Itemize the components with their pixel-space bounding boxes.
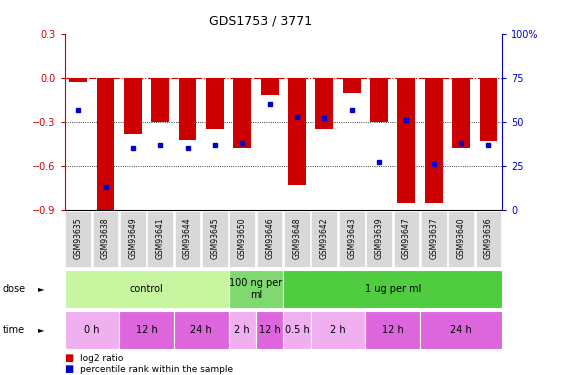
Text: GSM93638: GSM93638: [101, 217, 110, 259]
Bar: [370, 78, 388, 122]
FancyBboxPatch shape: [256, 311, 283, 349]
Text: GSM93639: GSM93639: [375, 217, 384, 259]
FancyBboxPatch shape: [421, 211, 447, 267]
FancyBboxPatch shape: [65, 270, 229, 308]
Text: ►: ►: [38, 326, 45, 334]
Text: GSM93640: GSM93640: [457, 217, 466, 259]
Text: GSM93635: GSM93635: [73, 217, 82, 259]
Text: GSM93647: GSM93647: [402, 217, 411, 259]
FancyBboxPatch shape: [393, 211, 419, 267]
Text: 12 h: 12 h: [136, 325, 158, 335]
FancyBboxPatch shape: [339, 211, 365, 267]
Bar: [480, 78, 497, 141]
FancyBboxPatch shape: [420, 311, 502, 349]
Bar: [425, 78, 443, 203]
FancyBboxPatch shape: [448, 211, 474, 267]
FancyBboxPatch shape: [174, 211, 200, 267]
Bar: [233, 78, 251, 148]
Text: GSM93645: GSM93645: [210, 217, 219, 259]
Text: time: time: [3, 325, 25, 335]
Bar: [452, 78, 470, 148]
Text: 12 h: 12 h: [382, 325, 403, 335]
Text: control: control: [130, 284, 163, 294]
Text: 24 h: 24 h: [450, 325, 472, 335]
FancyBboxPatch shape: [284, 211, 310, 267]
FancyBboxPatch shape: [283, 311, 311, 349]
Text: GSM93650: GSM93650: [238, 217, 247, 259]
Bar: [315, 78, 333, 129]
FancyBboxPatch shape: [365, 311, 420, 349]
FancyBboxPatch shape: [283, 270, 502, 308]
Text: 2 h: 2 h: [330, 325, 346, 335]
Bar: [398, 78, 415, 203]
FancyBboxPatch shape: [311, 311, 365, 349]
FancyBboxPatch shape: [174, 311, 229, 349]
Text: dose: dose: [3, 284, 26, 294]
Text: ■: ■: [65, 364, 73, 374]
Bar: [96, 78, 114, 210]
Text: ■: ■: [65, 353, 73, 363]
Text: ►: ►: [38, 284, 45, 293]
Bar: [179, 78, 196, 140]
Bar: [70, 78, 87, 82]
FancyBboxPatch shape: [257, 211, 283, 267]
Text: GSM93648: GSM93648: [292, 217, 301, 259]
Bar: [261, 78, 278, 96]
Text: 0.5 h: 0.5 h: [284, 325, 309, 335]
FancyBboxPatch shape: [229, 211, 255, 267]
FancyBboxPatch shape: [229, 270, 283, 308]
Text: 2 h: 2 h: [234, 325, 250, 335]
Text: 1 ug per ml: 1 ug per ml: [365, 284, 421, 294]
Text: GSM93642: GSM93642: [320, 217, 329, 259]
Text: 100 ng per
ml: 100 ng per ml: [229, 278, 283, 300]
Text: 0 h: 0 h: [84, 325, 100, 335]
Text: 24 h: 24 h: [190, 325, 212, 335]
FancyBboxPatch shape: [229, 311, 256, 349]
FancyBboxPatch shape: [93, 211, 118, 267]
FancyBboxPatch shape: [65, 311, 119, 349]
FancyBboxPatch shape: [202, 211, 228, 267]
Text: 12 h: 12 h: [259, 325, 280, 335]
Bar: [343, 78, 361, 93]
Text: GSM93644: GSM93644: [183, 217, 192, 259]
Text: GSM93641: GSM93641: [156, 217, 165, 259]
Text: percentile rank within the sample: percentile rank within the sample: [80, 365, 233, 374]
Text: GSM93637: GSM93637: [429, 217, 438, 259]
Bar: [288, 78, 306, 185]
FancyBboxPatch shape: [311, 211, 337, 267]
FancyBboxPatch shape: [120, 211, 146, 267]
Text: GSM93646: GSM93646: [265, 217, 274, 259]
FancyBboxPatch shape: [119, 311, 174, 349]
Bar: [124, 78, 142, 134]
Bar: [206, 78, 224, 129]
FancyBboxPatch shape: [148, 211, 173, 267]
Bar: [151, 78, 169, 122]
FancyBboxPatch shape: [65, 211, 91, 267]
Text: GSM93636: GSM93636: [484, 217, 493, 259]
FancyBboxPatch shape: [476, 211, 502, 267]
FancyBboxPatch shape: [366, 211, 392, 267]
Text: log2 ratio: log2 ratio: [80, 354, 123, 363]
Text: GSM93643: GSM93643: [347, 217, 356, 259]
Text: GSM93649: GSM93649: [128, 217, 137, 259]
Text: GDS1753 / 3771: GDS1753 / 3771: [209, 15, 312, 28]
